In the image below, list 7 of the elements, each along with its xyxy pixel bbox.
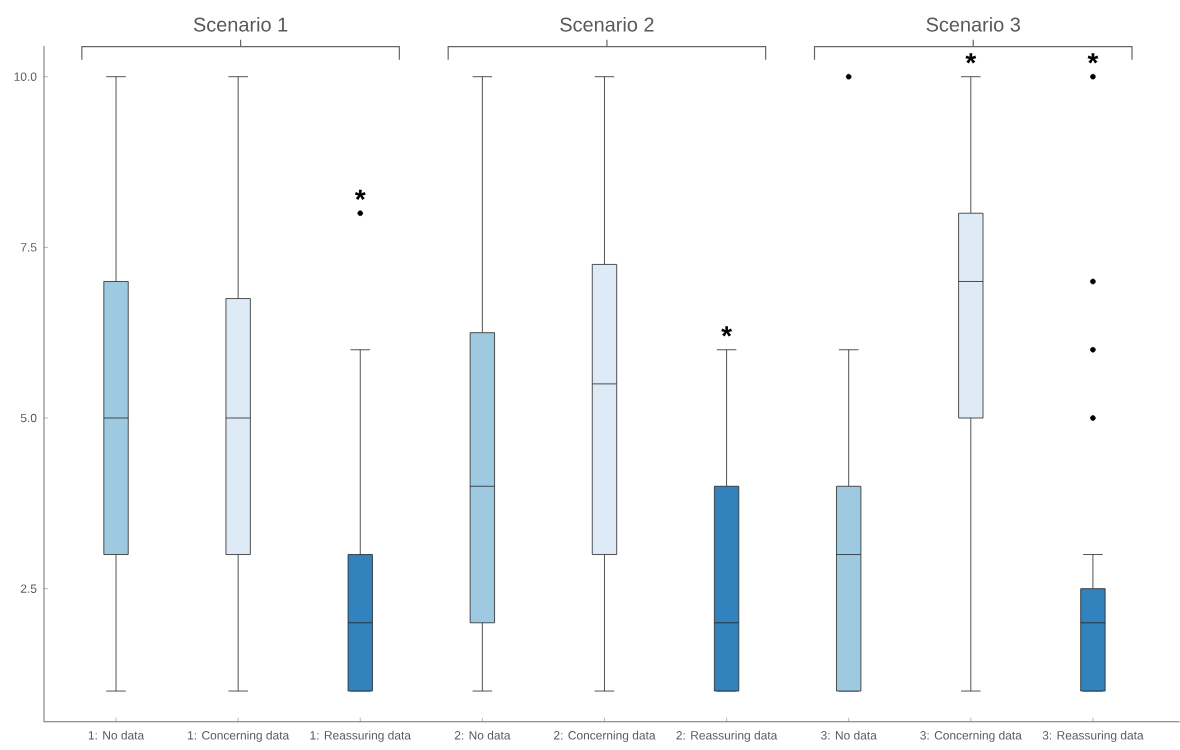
annotation: * [354,189,366,201]
text: Scenario 3 [926,17,1020,32]
annotation: * [965,53,977,64]
annotation: * [1087,53,1099,64]
text: Scenario 1 [193,17,288,32]
text: Scenario 2 [560,17,654,32]
annotation: * [721,326,732,337]
